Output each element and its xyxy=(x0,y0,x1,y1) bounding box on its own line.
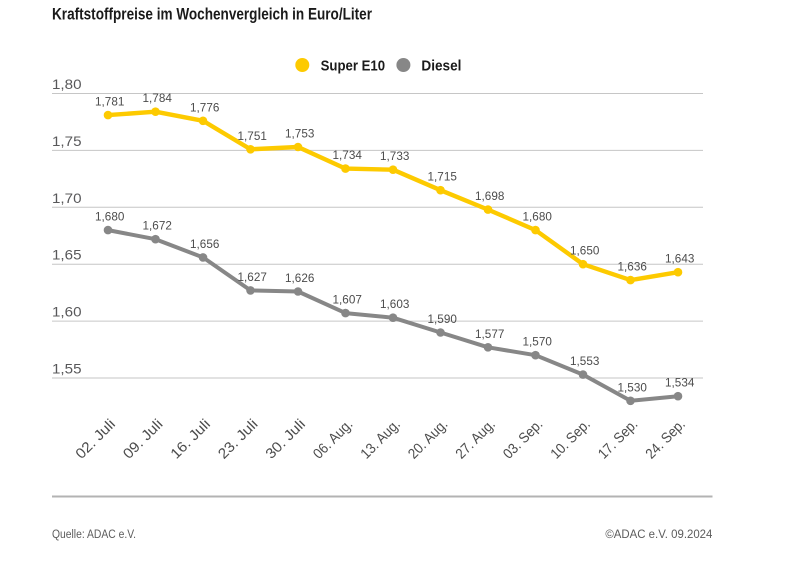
svg-text:1,55: 1,55 xyxy=(52,361,82,377)
svg-text:1,530: 1,530 xyxy=(618,380,648,394)
svg-text:1,603: 1,603 xyxy=(380,297,410,311)
svg-text:1,60: 1,60 xyxy=(52,304,82,320)
svg-text:1,627: 1,627 xyxy=(238,270,268,284)
svg-text:1,672: 1,672 xyxy=(143,219,173,233)
svg-text:1,715: 1,715 xyxy=(428,170,458,184)
svg-text:1,643: 1,643 xyxy=(665,252,695,266)
svg-text:Quelle: ADAC e.V.: Quelle: ADAC e.V. xyxy=(52,529,136,541)
svg-text:1,680: 1,680 xyxy=(95,210,125,224)
svg-text:1,570: 1,570 xyxy=(523,335,553,349)
svg-text:1,784: 1,784 xyxy=(143,91,173,105)
svg-text:1,636: 1,636 xyxy=(618,260,648,274)
svg-text:Diesel: Diesel xyxy=(421,58,461,75)
svg-text:1,650: 1,650 xyxy=(570,244,600,258)
svg-text:1,680: 1,680 xyxy=(523,210,553,224)
svg-text:1,577: 1,577 xyxy=(475,327,505,341)
svg-text:1,534: 1,534 xyxy=(665,376,695,390)
svg-text:1,753: 1,753 xyxy=(285,127,315,141)
svg-text:1,607: 1,607 xyxy=(333,293,363,307)
svg-text:1,80: 1,80 xyxy=(52,76,82,92)
svg-text:1,70: 1,70 xyxy=(52,190,82,206)
svg-text:1,656: 1,656 xyxy=(190,237,220,251)
svg-text:1,590: 1,590 xyxy=(428,312,458,326)
svg-text:1,698: 1,698 xyxy=(475,189,505,203)
svg-text:1,65: 1,65 xyxy=(52,247,82,263)
svg-text:©ADAC e.V. 09.2024: ©ADAC e.V. 09.2024 xyxy=(605,529,713,541)
svg-text:1,553: 1,553 xyxy=(570,354,600,368)
svg-text:1,751: 1,751 xyxy=(238,129,268,143)
svg-text:1,734: 1,734 xyxy=(333,148,363,162)
svg-text:1,781: 1,781 xyxy=(95,95,125,109)
svg-text:Super E10: Super E10 xyxy=(321,58,386,75)
svg-text:1,75: 1,75 xyxy=(52,133,82,149)
svg-text:1,733: 1,733 xyxy=(380,149,410,163)
svg-text:1,626: 1,626 xyxy=(285,271,315,285)
svg-text:Kraftstoffpreise im Wochenverg: Kraftstoffpreise im Wochenvergleich in E… xyxy=(52,6,372,24)
svg-text:1,776: 1,776 xyxy=(190,100,220,114)
